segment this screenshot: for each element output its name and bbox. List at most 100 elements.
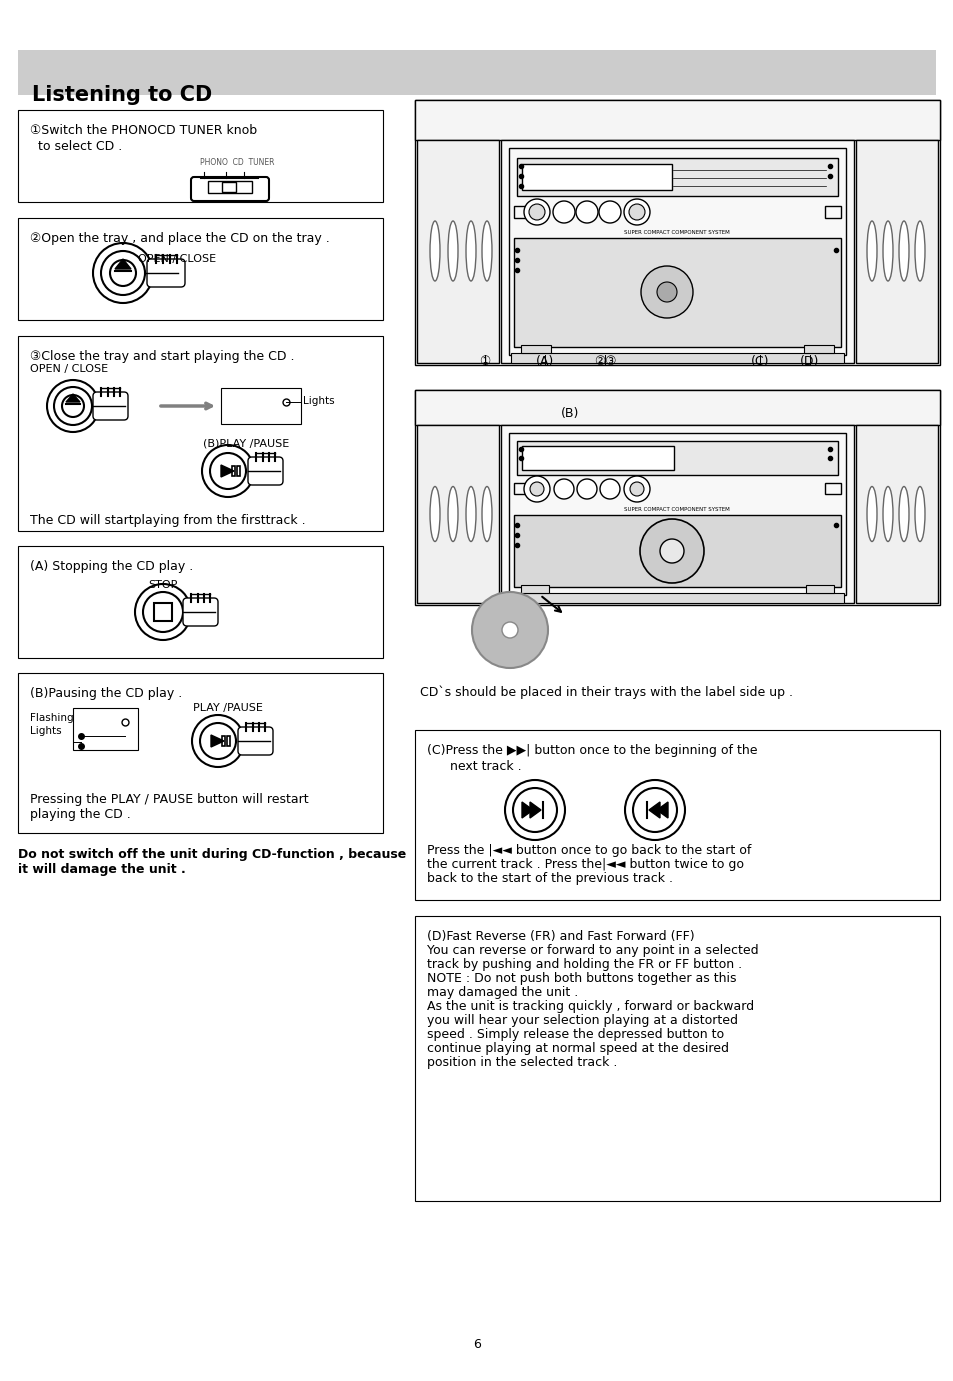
Text: Listening to CD: Listening to CD xyxy=(32,86,212,105)
Text: the current track . Press the|◄◄ button twice to go: the current track . Press the|◄◄ button … xyxy=(427,858,743,871)
Bar xyxy=(514,483,530,494)
Ellipse shape xyxy=(866,221,876,280)
Bar xyxy=(855,425,937,603)
Text: Press the |◄◄ button once to go back to the start of: Press the |◄◄ button once to go back to … xyxy=(427,844,751,858)
Text: SUPER COMPACT COMPONENT SYSTEM: SUPER COMPACT COMPONENT SYSTEM xyxy=(623,507,729,512)
Bar xyxy=(18,336,382,532)
Text: may damaged the unit .: may damaged the unit . xyxy=(427,986,578,998)
Circle shape xyxy=(623,199,649,225)
Text: you will hear your selection playing at a distorted: you will hear your selection playing at … xyxy=(427,1014,738,1027)
Circle shape xyxy=(504,780,564,840)
Bar xyxy=(236,465,240,476)
Text: (C)Press the ▶▶| button once to the beginning of the: (C)Press the ▶▶| button once to the begi… xyxy=(427,744,757,757)
Bar xyxy=(227,736,230,746)
Ellipse shape xyxy=(481,221,492,280)
Circle shape xyxy=(554,479,574,499)
Ellipse shape xyxy=(448,221,457,280)
Bar xyxy=(517,441,837,475)
Text: ②③: ②③ xyxy=(593,355,616,367)
FancyBboxPatch shape xyxy=(92,392,128,420)
Circle shape xyxy=(530,482,543,496)
Bar xyxy=(511,354,843,363)
Bar xyxy=(208,181,252,193)
Circle shape xyxy=(523,476,550,503)
Circle shape xyxy=(623,476,649,503)
Circle shape xyxy=(598,202,620,222)
Bar xyxy=(222,182,235,192)
Text: back to the start of the previous track .: back to the start of the previous track … xyxy=(427,871,672,885)
Text: (B): (B) xyxy=(560,407,578,420)
Circle shape xyxy=(101,251,145,296)
Bar xyxy=(500,139,853,363)
Text: Pressing the PLAY / PAUSE button will restart: Pressing the PLAY / PAUSE button will re… xyxy=(30,793,309,807)
FancyBboxPatch shape xyxy=(191,177,269,202)
Text: PHONO  CD  TUNER: PHONO CD TUNER xyxy=(200,157,274,167)
Circle shape xyxy=(54,387,91,425)
Text: track by pushing and holding the FR or FF button .: track by pushing and holding the FR or F… xyxy=(427,958,741,971)
Circle shape xyxy=(62,395,84,417)
Circle shape xyxy=(639,519,703,583)
Bar xyxy=(415,916,939,1201)
Bar xyxy=(509,148,845,355)
Circle shape xyxy=(143,592,183,632)
Circle shape xyxy=(628,204,644,220)
Ellipse shape xyxy=(430,221,439,280)
Bar xyxy=(855,139,937,363)
Circle shape xyxy=(657,282,677,302)
Ellipse shape xyxy=(465,486,476,541)
Bar xyxy=(73,708,138,750)
Bar xyxy=(18,110,382,202)
Text: (D)Fast Reverse (FR) and Fast Forward (FF): (D)Fast Reverse (FR) and Fast Forward (F… xyxy=(427,929,694,943)
Text: ③Close the tray and start playing the CD .: ③Close the tray and start playing the CD… xyxy=(30,349,294,363)
Bar xyxy=(415,99,939,365)
Bar xyxy=(232,465,234,476)
Bar xyxy=(18,545,382,657)
Text: ①Switch the PHONOCD TUNER knob: ①Switch the PHONOCD TUNER knob xyxy=(30,124,257,137)
Circle shape xyxy=(192,715,244,766)
FancyBboxPatch shape xyxy=(248,457,283,485)
Bar xyxy=(509,434,845,595)
Circle shape xyxy=(210,453,246,489)
Circle shape xyxy=(553,202,575,222)
Circle shape xyxy=(624,780,684,840)
Bar xyxy=(18,673,382,833)
Ellipse shape xyxy=(481,486,492,541)
Ellipse shape xyxy=(882,221,892,280)
Text: (C): (C) xyxy=(750,355,768,367)
Ellipse shape xyxy=(898,486,908,541)
Ellipse shape xyxy=(882,486,892,541)
Ellipse shape xyxy=(914,221,924,280)
Polygon shape xyxy=(221,465,233,476)
Circle shape xyxy=(513,789,557,831)
Circle shape xyxy=(659,539,683,563)
Bar xyxy=(520,586,548,592)
Text: playing the CD .: playing the CD . xyxy=(30,808,131,820)
Text: ②Open the tray , and place the CD on the tray .: ②Open the tray , and place the CD on the… xyxy=(30,232,330,244)
Ellipse shape xyxy=(914,486,924,541)
Circle shape xyxy=(110,260,136,286)
Bar xyxy=(416,139,498,363)
Text: Do not switch off the unit during CD-function , because: Do not switch off the unit during CD-fun… xyxy=(18,848,406,860)
Text: (A) Stopping the CD play .: (A) Stopping the CD play . xyxy=(30,561,193,573)
Bar xyxy=(805,586,833,592)
Text: continue playing at normal speed at the desired: continue playing at normal speed at the … xyxy=(427,1043,728,1055)
Bar xyxy=(514,515,841,587)
Bar xyxy=(511,592,843,603)
Bar xyxy=(514,206,530,218)
Text: SUPER COMPACT COMPONENT SYSTEM: SUPER COMPACT COMPONENT SYSTEM xyxy=(623,231,729,235)
Text: (B)PLAY /PAUSE: (B)PLAY /PAUSE xyxy=(203,438,289,447)
Bar xyxy=(514,238,841,347)
Text: (A): (A) xyxy=(536,355,554,367)
Text: OPEN / CLOSE: OPEN / CLOSE xyxy=(138,254,216,264)
Text: 6: 6 xyxy=(473,1338,480,1351)
Text: speed . Simply release the depressed button to: speed . Simply release the depressed but… xyxy=(427,1027,723,1041)
Circle shape xyxy=(472,592,547,668)
Polygon shape xyxy=(66,394,80,402)
Text: PLAY /PAUSE: PLAY /PAUSE xyxy=(193,703,263,713)
Bar xyxy=(517,157,837,196)
Circle shape xyxy=(599,479,619,499)
Bar xyxy=(824,483,841,494)
Bar xyxy=(221,388,301,424)
Text: next track .: next track . xyxy=(450,760,521,773)
Bar xyxy=(521,446,673,470)
